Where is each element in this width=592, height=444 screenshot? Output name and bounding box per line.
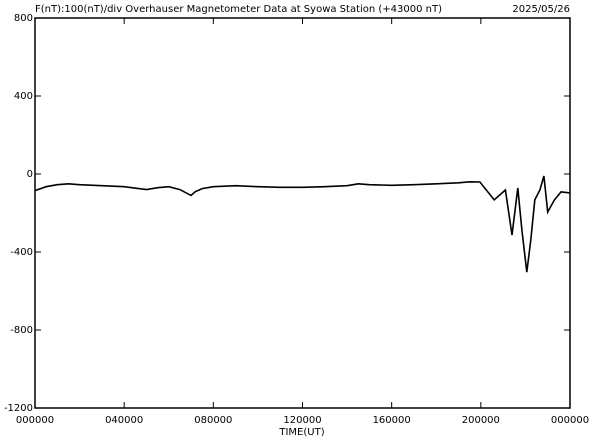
x-tick-label: 160000 [373,415,411,426]
chart-title: F(nT):100(nT)/div Overhauser Magnetomete… [35,4,442,15]
x-tick-label: 120000 [283,415,321,426]
y-tick-label: -1200 [4,403,33,414]
plot-frame [34,17,571,409]
x-axis-label: TIME(UT) [278,427,324,438]
y-tick-label: 800 [14,13,33,24]
y-tick-label: 0 [27,169,33,180]
x-tick-label: 080000 [194,415,232,426]
x-tick-label: 000000 [551,415,589,426]
y-tick-label: 400 [14,91,33,102]
x-tick-label: 200000 [462,415,500,426]
y-tick-label: -800 [10,325,33,336]
data-line [34,175,571,273]
x-tick-label: 000000 [16,415,54,426]
chart-date: 2025/05/26 [512,4,570,15]
x-tick-label: 040000 [105,415,143,426]
y-tick-label: -400 [10,247,33,258]
